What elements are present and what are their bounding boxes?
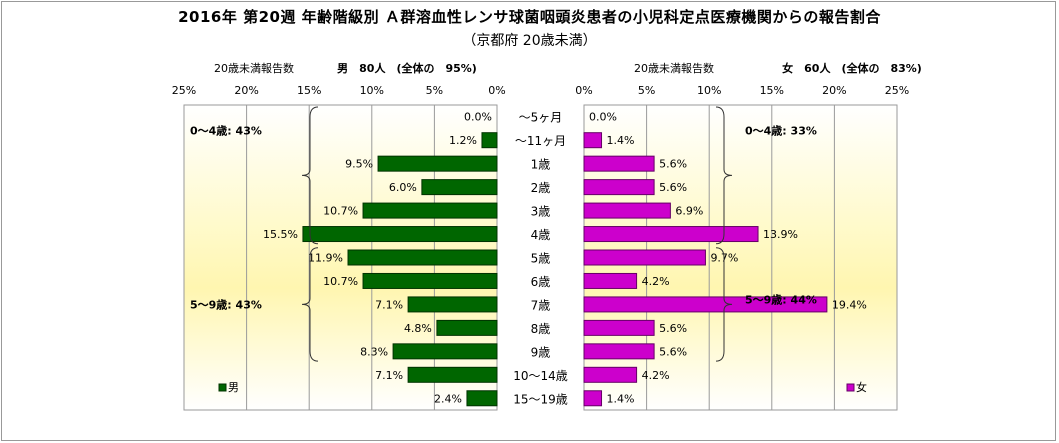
male-tick-label: 25% <box>172 84 196 97</box>
female-tick-label: 25% <box>885 84 909 97</box>
category-label: 2歳 <box>531 181 551 195</box>
female-group-brace <box>715 106 733 245</box>
category-label: 5歳 <box>531 252 551 266</box>
category-label: 3歳 <box>531 205 551 219</box>
male-value-label: 1.2% <box>449 134 477 147</box>
female-group-label: 0～4歳: 33% <box>745 123 817 137</box>
female-bar <box>583 296 828 313</box>
female-bar <box>583 366 638 383</box>
female-value-label: 0.0% <box>589 111 617 124</box>
male-legend-label: 男 <box>228 381 239 394</box>
male-bar <box>302 226 498 243</box>
female-value-label: 5.6% <box>659 345 687 358</box>
category-label: 7歳 <box>531 298 551 312</box>
female-tick-label: 10% <box>697 84 721 97</box>
category-label: 15～19歳 <box>513 392 568 406</box>
category-label: 6歳 <box>531 275 551 289</box>
male-bar <box>377 155 498 172</box>
male-bar <box>421 179 498 196</box>
female-value-label: 5.6% <box>659 322 687 335</box>
male-header-left: 20歳未満報告数 <box>214 62 294 75</box>
female-value-label: 1.4% <box>607 134 635 147</box>
category-label: ～5ヶ月 <box>519 111 563 125</box>
female-bar <box>583 155 655 172</box>
female-value-label: 1.4% <box>607 392 635 405</box>
male-header-right: 男 80人 (全体の 95%) <box>337 61 477 75</box>
female-bar <box>583 132 603 149</box>
male-tick-label: 0% <box>488 84 505 97</box>
female-legend-swatch <box>846 383 855 392</box>
chart-subtitle: （京都府 20歳未満） <box>462 33 597 49</box>
male-value-label: 8.3% <box>360 345 388 358</box>
male-bar <box>481 132 498 149</box>
male-tick-label: 15% <box>297 84 321 97</box>
male-value-label: 15.5% <box>263 228 298 241</box>
male-value-label: 4.8% <box>404 322 432 335</box>
female-group-brace <box>715 247 733 362</box>
male-legend-swatch <box>218 383 227 392</box>
female-legend-label: 女 <box>856 380 867 394</box>
category-label: 10～14歳 <box>513 369 568 383</box>
male-value-label: 7.1% <box>375 369 403 382</box>
female-value-label: 4.2% <box>642 275 670 288</box>
male-bar <box>347 249 498 266</box>
male-tick-label: 20% <box>234 84 258 97</box>
male-value-label: 10.7% <box>323 205 358 218</box>
female-bar <box>583 272 638 289</box>
male-group-brace <box>301 106 319 245</box>
female-bar <box>583 202 671 219</box>
female-bar <box>583 179 655 196</box>
female-bar <box>583 343 655 360</box>
male-bar <box>407 366 498 383</box>
male-group-label: 5～9歳: 43% <box>190 297 262 311</box>
female-tick-label: 0% <box>575 84 592 97</box>
male-bar <box>362 202 498 219</box>
category-label: ～11ヶ月 <box>515 134 566 148</box>
category-label: 8歳 <box>531 322 551 336</box>
male-value-label: 9.5% <box>345 158 373 171</box>
male-value-label: 2.4% <box>434 392 462 405</box>
female-group-label: 5～9歳: 44% <box>745 292 817 306</box>
category-label: 4歳 <box>531 228 551 242</box>
male-bar <box>466 390 498 407</box>
female-value-label: 5.6% <box>659 158 687 171</box>
male-value-label: 0.0% <box>464 111 492 124</box>
female-bar <box>583 319 655 336</box>
chart-title: 2016年 第20週 年齢階級別 Ａ群溶血性レンサ球菌咽頭炎患者の小児科定点医療… <box>178 8 881 26</box>
male-bar <box>436 319 498 336</box>
male-bar <box>362 272 498 289</box>
male-group-brace <box>301 247 319 362</box>
female-header-left: 20歳未満報告数 <box>634 62 714 75</box>
female-bar <box>583 249 706 266</box>
male-value-label: 11.9% <box>308 252 343 265</box>
female-bar <box>583 390 603 407</box>
male-value-label: 6.0% <box>389 181 417 194</box>
male-value-label: 7.1% <box>375 298 403 311</box>
female-value-label: 4.2% <box>642 369 670 382</box>
male-group-label: 0～4歳: 43% <box>190 123 262 137</box>
male-bar <box>392 343 498 360</box>
category-label: 9歳 <box>531 345 551 359</box>
female-bar <box>583 226 759 243</box>
male-value-label: 10.7% <box>323 275 358 288</box>
female-value-label: 6.9% <box>675 205 703 218</box>
female-value-label: 13.9% <box>763 228 798 241</box>
female-tick-label: 5% <box>638 84 655 97</box>
female-tick-label: 20% <box>822 84 846 97</box>
female-value-label: 5.6% <box>659 181 687 194</box>
male-tick-label: 5% <box>426 84 443 97</box>
female-tick-label: 15% <box>760 84 784 97</box>
female-header-right: 女 60人 (全体の 83%) <box>782 61 922 75</box>
male-bar <box>407 296 498 313</box>
female-value-label: 19.4% <box>832 298 867 311</box>
male-tick-label: 10% <box>360 84 384 97</box>
category-label: 1歳 <box>531 158 551 172</box>
